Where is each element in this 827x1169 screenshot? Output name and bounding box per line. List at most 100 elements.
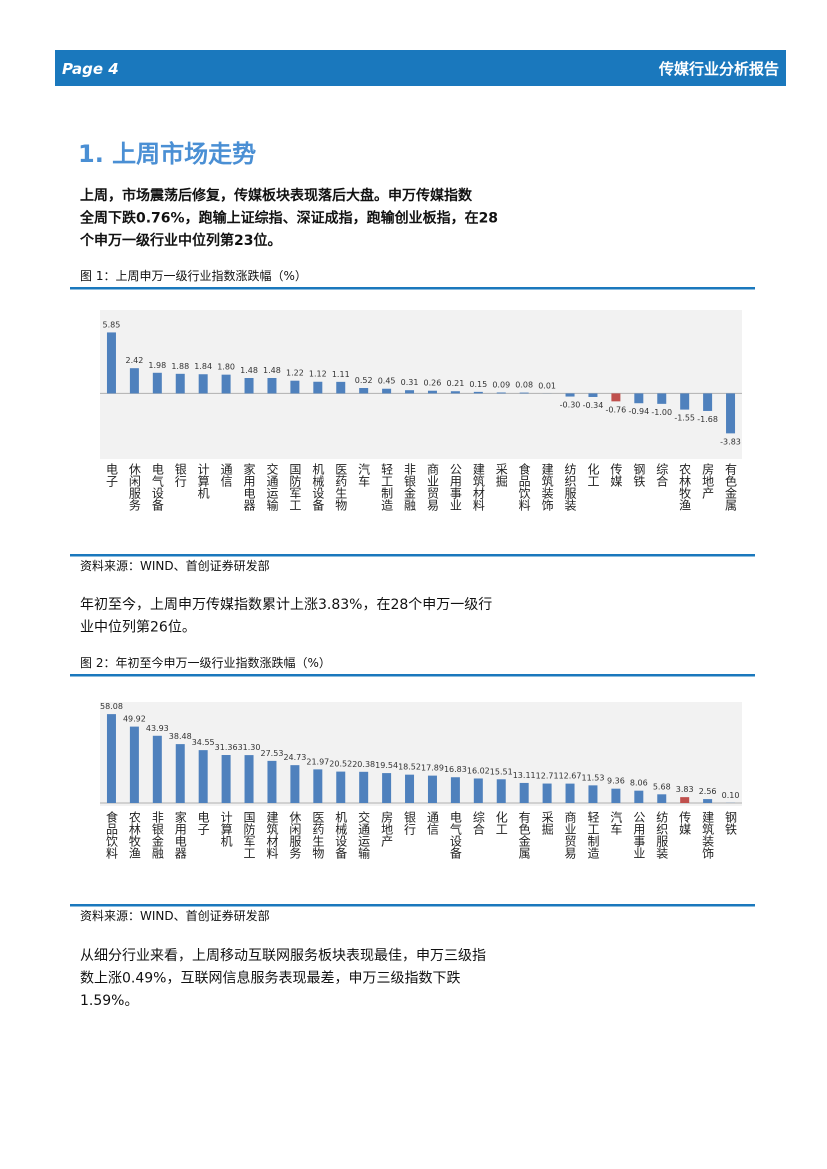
bar xyxy=(175,744,185,803)
paragraph-line: 上周，市场震荡后修复，传媒板块表现落后大盘。申万传媒指数 xyxy=(80,187,473,204)
bar xyxy=(519,782,529,803)
category-label: 建筑装饰 xyxy=(540,463,554,511)
category-label: 机械设备 xyxy=(311,463,325,512)
bar xyxy=(450,391,460,394)
category-label: 纺织服装 xyxy=(563,463,577,512)
value-label: 27.53 xyxy=(261,749,284,758)
value-label: -0.94 xyxy=(628,407,649,416)
category-label: 化工 xyxy=(494,811,508,835)
value-label: -0.76 xyxy=(606,405,627,414)
value-label: -3.83 xyxy=(720,437,741,446)
bar xyxy=(565,393,575,397)
bar xyxy=(359,771,369,803)
category-label: 机械设备 xyxy=(334,811,348,860)
value-label: 20.52 xyxy=(329,760,352,769)
caption-rule xyxy=(70,674,755,677)
category-label: 非银金融 xyxy=(150,811,164,860)
bar xyxy=(198,750,208,803)
category-label: 汽车 xyxy=(609,810,623,836)
bar xyxy=(473,391,483,394)
category-label: 钢铁 xyxy=(724,811,738,835)
figure-source: 资料来源：WIND、首创证券研发部 xyxy=(80,908,270,923)
category-label: 电子 xyxy=(196,811,210,835)
bar xyxy=(588,785,598,803)
value-label: 9.36 xyxy=(607,777,625,786)
bar xyxy=(473,778,483,803)
value-label: 1.22 xyxy=(286,369,304,378)
category-label: 休闲服务 xyxy=(288,811,302,859)
value-label: 0.26 xyxy=(424,379,442,388)
category-label: 钢铁 xyxy=(632,463,646,487)
bar xyxy=(496,392,506,394)
value-label: 0.09 xyxy=(492,380,510,389)
value-label: -0.34 xyxy=(583,401,604,410)
value-label: -0.30 xyxy=(560,401,581,410)
value-label: 13.11 xyxy=(513,771,536,780)
category-label: 电气设备 xyxy=(150,463,164,512)
source-rule xyxy=(70,554,755,557)
value-label: 0.10 xyxy=(722,791,740,800)
value-label: 58.08 xyxy=(100,702,123,711)
bar xyxy=(336,381,346,394)
page-number: Page 4 xyxy=(62,60,119,78)
value-label: 1.48 xyxy=(240,366,258,375)
bar xyxy=(703,393,713,411)
value-label: 16.02 xyxy=(467,766,490,775)
value-label: 0.01 xyxy=(538,381,556,390)
value-label: 1.84 xyxy=(194,362,212,371)
value-label: 0.15 xyxy=(469,380,487,389)
bar xyxy=(657,393,667,404)
category-label: 建筑装饰 xyxy=(701,811,715,859)
value-label: 17.89 xyxy=(421,764,444,773)
value-label: 31.36 xyxy=(215,743,238,752)
bar xyxy=(221,755,231,803)
category-label: 综合 xyxy=(471,811,485,835)
category-label: 汽车 xyxy=(357,462,371,488)
category-label: 家用电器 xyxy=(242,462,256,512)
value-label: 0.21 xyxy=(446,379,464,388)
category-label: 房地产 xyxy=(701,462,715,500)
paragraph-line: 年初至今，上周申万传媒指数累计上涨3.83%，在28个申万一级行 xyxy=(80,596,492,613)
value-label: 3.83 xyxy=(676,785,694,794)
category-label: 休闲服务 xyxy=(127,463,141,511)
category-label: 交通运输 xyxy=(265,462,279,512)
bar xyxy=(634,393,644,404)
value-label: 5.85 xyxy=(103,320,121,329)
category-label: 食品饮料 xyxy=(104,810,118,859)
value-label: 12.67 xyxy=(559,772,582,781)
bar xyxy=(129,368,139,394)
caption-rule xyxy=(70,287,755,290)
category-label: 纺织服装 xyxy=(655,811,669,860)
category-label: 银行 xyxy=(403,811,417,835)
category-label: 房地产 xyxy=(380,810,394,848)
value-label: 20.38 xyxy=(352,760,375,769)
value-label: -1.55 xyxy=(674,414,695,423)
bar xyxy=(267,377,277,394)
category-label: 食品饮料 xyxy=(517,462,531,511)
value-label: -1.68 xyxy=(697,415,718,424)
bar xyxy=(152,372,162,394)
bar xyxy=(244,377,254,394)
category-label: 电气设备 xyxy=(448,811,462,860)
bar xyxy=(221,374,231,394)
category-label: 化工 xyxy=(586,463,600,487)
category-label: 商业贸易 xyxy=(425,462,439,512)
bar xyxy=(565,783,575,803)
paragraph-line: 全周下跌0.76%，跑输上证综指、深证成指，跑输创业板指，在28 xyxy=(79,210,498,227)
category-label: 计算机 xyxy=(219,811,233,847)
category-label: 商业贸易 xyxy=(563,810,577,860)
category-label: 通信 xyxy=(425,811,439,836)
category-label: 公用事业 xyxy=(632,811,646,859)
category-label: 采掘 xyxy=(494,463,508,488)
section-heading: 1. 上周市场走势 xyxy=(78,140,256,168)
value-label: 1.11 xyxy=(332,370,350,379)
value-label: 0.08 xyxy=(515,381,533,390)
bar xyxy=(450,777,460,803)
bar xyxy=(519,392,529,394)
value-label: 1.48 xyxy=(263,366,281,375)
category-label: 综合 xyxy=(655,463,669,487)
value-label: 49.92 xyxy=(123,715,146,724)
value-label: 12.71 xyxy=(536,772,559,781)
